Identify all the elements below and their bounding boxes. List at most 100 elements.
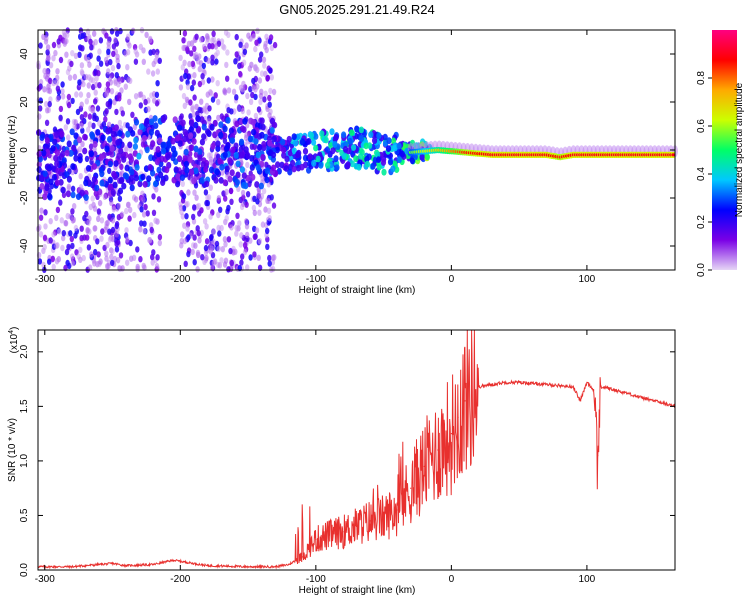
spectrogram-cell bbox=[255, 151, 261, 159]
spectrogram-cell bbox=[265, 243, 270, 250]
spectrogram-cell bbox=[126, 76, 131, 83]
spectrogram-cell bbox=[226, 31, 231, 39]
spectrogram-cell bbox=[172, 116, 178, 124]
colorbar-ticks: 0.0 0.2 0.4 0.6 0.8 bbox=[696, 71, 712, 277]
spectrogram-cell bbox=[84, 98, 90, 105]
spectrogram-cell bbox=[110, 64, 116, 72]
spectrogram-cell bbox=[178, 84, 184, 91]
spectrogram-cell bbox=[128, 206, 133, 214]
spectrogram-cell bbox=[251, 84, 256, 92]
spectrogram-cell bbox=[66, 183, 72, 190]
spectrogram-cell bbox=[187, 156, 193, 164]
spectrogram-cell bbox=[37, 258, 43, 265]
spectrogram-cell bbox=[60, 93, 66, 100]
spectrogram-cell bbox=[157, 137, 163, 145]
spectrogram-cell bbox=[256, 106, 262, 113]
spectrogram-cell bbox=[209, 245, 214, 252]
spectrogram-cell bbox=[188, 119, 194, 127]
spectrogram-cell bbox=[354, 126, 360, 133]
colorbar-label: Normalized spectral amplitude bbox=[734, 82, 745, 217]
snr-point bbox=[98, 563, 100, 566]
spectrogram-cell bbox=[150, 140, 156, 148]
y-tick-label: 0.5 bbox=[19, 508, 30, 522]
spectrogram-cell bbox=[237, 220, 242, 227]
spectrogram-cell bbox=[195, 225, 200, 232]
spectrogram-cell bbox=[257, 56, 263, 63]
spectrogram-cell bbox=[264, 176, 270, 184]
spectrogram-cell bbox=[223, 241, 228, 248]
spectrogram-cell bbox=[265, 75, 270, 82]
spectrogram-cell bbox=[202, 258, 207, 265]
spectrogram-cell bbox=[186, 250, 191, 258]
spectrogram-cell bbox=[91, 163, 97, 170]
spectrogram-cell bbox=[117, 95, 122, 102]
snr-point bbox=[437, 449, 439, 451]
spectrogram-cell bbox=[113, 124, 119, 131]
spectrogram-cell bbox=[44, 184, 50, 192]
spectrogram-cell bbox=[102, 193, 108, 200]
spectrogram-cell bbox=[325, 161, 331, 169]
spectrogram-cell bbox=[204, 33, 210, 40]
spectrogram-cell bbox=[43, 72, 48, 80]
spectrogram-cell bbox=[69, 253, 75, 260]
spectrogram-cell bbox=[214, 58, 219, 65]
spectrogram-cell bbox=[257, 144, 263, 151]
snr-point bbox=[471, 389, 473, 391]
spectrogram-cell bbox=[54, 160, 60, 168]
spectrogram-cell bbox=[201, 43, 207, 51]
snr-point bbox=[369, 520, 371, 522]
spectrogram-cell bbox=[237, 62, 242, 69]
spectrogram-cell bbox=[99, 170, 105, 178]
snr-point bbox=[288, 563, 290, 566]
spectrogram-cell bbox=[201, 123, 207, 131]
spectrogram-cell bbox=[244, 201, 249, 208]
spectrogram-cell bbox=[332, 135, 338, 143]
spectrogram-cell bbox=[239, 138, 245, 146]
spectrogram-cell bbox=[376, 163, 382, 171]
spectrogram-cell bbox=[307, 153, 313, 161]
spectrogram-cell bbox=[133, 58, 139, 65]
snr-point bbox=[301, 556, 303, 558]
spectrogram-cell bbox=[79, 122, 84, 130]
spectrogram-x-ticks: -300 -200 -100 0 100 bbox=[35, 30, 596, 285]
spectrogram-cell bbox=[70, 185, 76, 192]
spectrogram-cell bbox=[134, 164, 140, 171]
spectrogram-cell bbox=[46, 87, 51, 94]
spectrogram-cell bbox=[141, 196, 146, 203]
snr-point bbox=[410, 487, 412, 489]
spectrogram-cell bbox=[271, 88, 277, 96]
spectrogram-cell bbox=[66, 175, 72, 183]
spectrogram-cell bbox=[216, 245, 221, 252]
spectrogram-cell bbox=[163, 174, 169, 182]
spectrogram-cell bbox=[150, 253, 155, 261]
snr-point bbox=[532, 382, 534, 385]
spectrogram-cell bbox=[70, 191, 76, 199]
spectrogram-cell bbox=[192, 45, 197, 52]
spectrogram-cell bbox=[203, 166, 209, 173]
spectrogram-cell bbox=[180, 180, 185, 187]
spectrogram-cell bbox=[73, 119, 78, 126]
spectrogram-cell bbox=[95, 129, 101, 136]
spectrogram-cell bbox=[53, 154, 59, 162]
spectrogram-cell bbox=[55, 68, 60, 75]
spectrogram-cell bbox=[223, 89, 228, 96]
spectrogram-cell bbox=[218, 131, 224, 139]
spectrogram-cell bbox=[199, 98, 204, 105]
spectrogram-cell bbox=[249, 164, 255, 171]
spectrogram-cell bbox=[363, 142, 369, 150]
spectrogram-cell bbox=[206, 152, 212, 159]
spectrogram-cell bbox=[107, 160, 113, 168]
spectrogram-cell bbox=[311, 139, 317, 146]
spectrogram-cell bbox=[101, 121, 107, 128]
spectrogram-cell bbox=[109, 88, 115, 95]
spectrogram-cell bbox=[130, 130, 136, 137]
spectrogram-cell bbox=[89, 44, 94, 51]
spectrogram-cell bbox=[247, 135, 253, 143]
spectrogram-cell bbox=[248, 86, 253, 93]
x-tick-label: 100 bbox=[579, 574, 596, 585]
spectrogram-cell bbox=[148, 154, 154, 162]
spectrogram-cell bbox=[334, 164, 340, 172]
spectrogram-cell bbox=[39, 183, 45, 190]
spectrogram-cell bbox=[154, 262, 160, 270]
spectrogram-cell bbox=[255, 164, 261, 172]
